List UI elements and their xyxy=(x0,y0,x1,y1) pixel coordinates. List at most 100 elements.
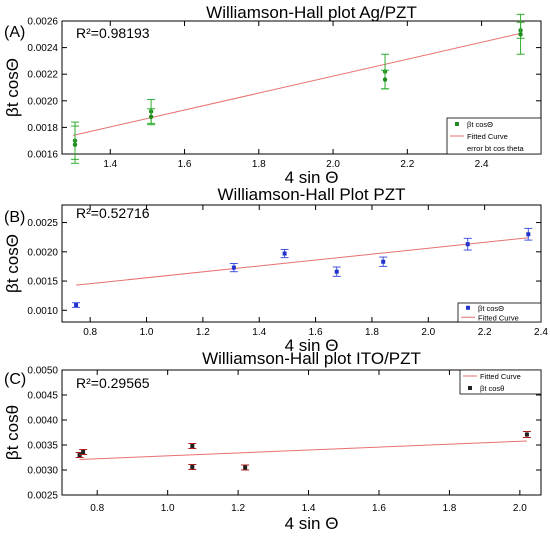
panel-label: (C) xyxy=(4,371,26,388)
y-tick-label: 0.0022 xyxy=(27,70,58,81)
y-tick-label: 0.0016 xyxy=(27,150,58,161)
chart-title: Williamson-Hall plot Ag/PZT xyxy=(206,3,417,22)
y-tick-label: 0.0035 xyxy=(27,441,58,452)
r-squared-annotation: R²=0.52716 xyxy=(76,205,150,221)
chart-title: Williamson-Hall Plot PZT xyxy=(218,185,406,204)
data-point-5 xyxy=(241,464,250,471)
y-tick-label: 0.0018 xyxy=(27,123,58,134)
x-tick-label: 2.4 xyxy=(475,159,489,170)
x-tick-label: 1.0 xyxy=(140,327,154,338)
x-tick-label: 1.8 xyxy=(442,503,456,514)
y-tick-label: 0.0025 xyxy=(27,491,58,502)
point-marker xyxy=(465,242,470,247)
y-tick-label: 0.0050 xyxy=(27,366,58,377)
x-tick-label: 2.0 xyxy=(421,327,435,338)
point-marker xyxy=(148,114,154,119)
r-squared-annotation: R²=0.98193 xyxy=(76,25,150,41)
x-tick-label: 0.8 xyxy=(83,327,97,338)
point-marker xyxy=(243,465,248,470)
point-marker xyxy=(382,77,388,82)
legend-entry: error bt cos theta xyxy=(467,144,525,153)
legend: Fitted Curve βt cosθ xyxy=(459,369,542,395)
x-tick-label: 1.4 xyxy=(302,503,316,514)
point-marker xyxy=(231,265,236,270)
x-axis-label: 4 sin Θ xyxy=(285,514,339,533)
legend-box xyxy=(459,369,542,395)
point-marker xyxy=(526,232,531,237)
y-tick-label: 0.0020 xyxy=(27,247,58,258)
x-tick-label: 2.2 xyxy=(478,327,492,338)
chart-panel-1: Williamson-Hall plot Ag/PZT (A) R²=0.98193… xyxy=(3,3,542,187)
data-point-6 xyxy=(381,69,390,90)
r-squared-annotation: R²=0.29565 xyxy=(76,375,150,391)
x-tick-label: 1.4 xyxy=(103,159,117,170)
plot-frame xyxy=(61,20,542,155)
x-tick-label: 2.0 xyxy=(326,159,340,170)
fitted-curve-line xyxy=(73,32,523,136)
plot-frame xyxy=(61,369,542,496)
point-marker xyxy=(334,269,339,274)
y-tick-label: 0.0030 xyxy=(27,466,58,477)
panel-label: (B) xyxy=(4,209,25,226)
data-point-4 xyxy=(147,108,156,126)
chart-title: Williamson-Hall plot ITO/PZT xyxy=(202,349,421,368)
point-marker xyxy=(518,32,523,37)
fitted-curve-line xyxy=(76,237,529,286)
y-tick-label: 0.0045 xyxy=(27,391,58,402)
legend-entry: Fitted Curve xyxy=(467,132,508,141)
data-point-8 xyxy=(516,13,525,55)
data-point-7 xyxy=(524,227,533,241)
data-point-2 xyxy=(229,263,238,273)
y-axis-label: βt cosθ xyxy=(3,405,22,460)
x-tick-label: 1.8 xyxy=(365,327,379,338)
plot-frame xyxy=(61,204,542,323)
point-marker xyxy=(282,251,287,256)
y-tick-label: 0.0024 xyxy=(27,43,58,54)
x-tick-label: 2.0 xyxy=(513,503,527,514)
data-point-3 xyxy=(188,443,197,449)
x-tick-label: 1.0 xyxy=(161,503,175,514)
x-tick-label: 1.6 xyxy=(372,503,386,514)
x-tick-label: 1.6 xyxy=(178,159,192,170)
y-tick-label: 0.0026 xyxy=(27,17,58,28)
data-point-5 xyxy=(379,256,388,267)
x-tick-label: 1.2 xyxy=(231,503,245,514)
x-tick-label: 1.4 xyxy=(252,327,266,338)
data-point-2 xyxy=(79,449,88,455)
data-point-6 xyxy=(522,431,531,438)
y-tick-label: 0.0020 xyxy=(27,96,58,107)
y-axis-label: βt cosΘ xyxy=(3,58,22,117)
legend-point-swatch xyxy=(466,305,470,310)
legend-entry: βt cosΘ xyxy=(467,120,493,129)
y-axis-label: βt cosΘ xyxy=(3,234,22,293)
x-tick-label: 2.4 xyxy=(534,327,548,338)
data-point-3 xyxy=(280,248,289,259)
panel-label: (A) xyxy=(4,24,25,41)
y-tick-label: 0.0040 xyxy=(27,416,58,427)
legend-point-swatch xyxy=(468,386,472,390)
point-marker xyxy=(74,303,79,308)
x-axis-label: 4 sin Θ xyxy=(285,336,339,355)
legend-point-swatch xyxy=(455,122,459,126)
y-tick-label: 0.0025 xyxy=(27,218,58,229)
data-point-1 xyxy=(72,302,81,308)
x-tick-label: 0.8 xyxy=(90,503,104,514)
legend-entry: βt cosΘ xyxy=(478,304,504,313)
fitted-curve-line xyxy=(79,440,527,460)
x-tick-label: 1.8 xyxy=(252,159,266,170)
data-point-6 xyxy=(463,237,472,251)
legend-entry: βt cosθ xyxy=(480,384,504,393)
legend: βt cosΘ Fitted Curve error bt cos theta xyxy=(446,117,542,155)
point-marker xyxy=(190,444,195,448)
y-tick-label: 0.0015 xyxy=(27,277,58,288)
data-point-2 xyxy=(70,125,79,164)
y-tick-label: 0.0010 xyxy=(27,306,58,317)
x-tick-label: 2.2 xyxy=(400,159,414,170)
point-marker xyxy=(81,450,86,454)
x-tick-label: 1.2 xyxy=(196,327,210,338)
legend-entry: Fitted Curve xyxy=(480,372,521,381)
point-marker xyxy=(381,259,386,264)
data-point-4 xyxy=(332,266,341,277)
